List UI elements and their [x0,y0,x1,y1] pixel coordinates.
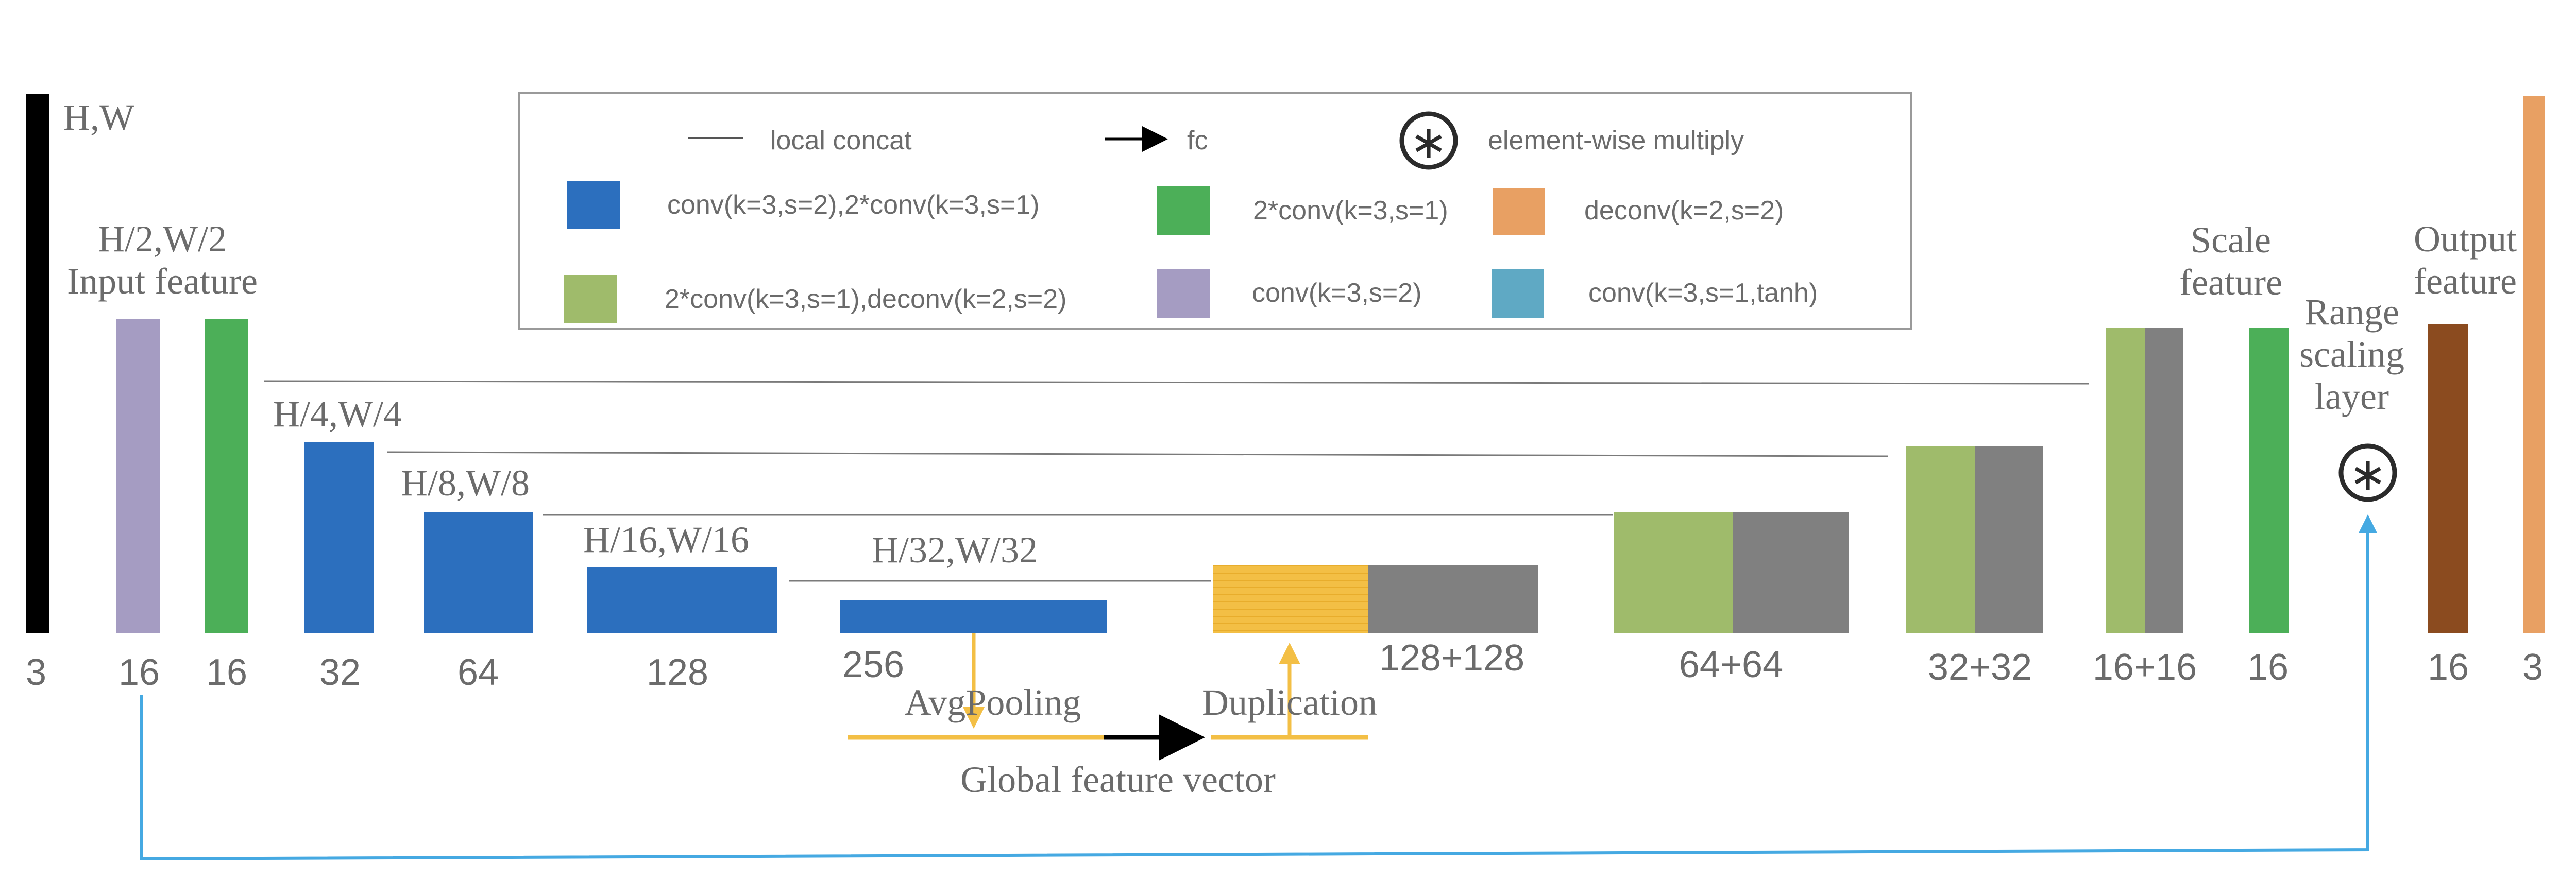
blue-bar-32 [304,442,374,633]
legend-swatch-teal [1492,269,1544,318]
legend-swatch-blue [567,181,620,229]
legend-local-concat: local concat [770,126,912,156]
brown-bar-16 [2428,324,2468,633]
legend-multiply: element-wise multiply [1488,126,1744,156]
legend-lightgreen: 2*conv(k=3,s=1),deconv(k=2,s=2) [665,284,1066,314]
legend-fc: fc [1187,126,1208,156]
concat-lines [263,380,2090,582]
channel-label: 3 [2522,647,2543,688]
label-h8w8: H/8,W/8 [401,462,530,504]
label-duplication: Duplication [1202,682,1377,723]
section-labels: H,W H/2,W/2 Input feature H/4,W/4 H/8,W/… [63,97,2517,800]
label-output-feature-1: Output [2414,218,2517,260]
input-image-bar [26,94,49,633]
label-range-2: scaling [2299,334,2404,375]
purple-bar-16 [116,319,160,633]
multiply-icon [1399,111,1458,170]
channel-label: 16 [118,652,160,693]
lightgreen-bar-16 [2106,328,2145,633]
concat-line-h2 [263,380,2090,385]
yellow-bar-128 [1213,565,1368,633]
range-scaling-multiply-glyph: ∗ [2349,447,2387,501]
label-h4w4: H/4,W/4 [273,393,402,435]
label-avgpooling: AvgPooling [905,682,1081,723]
orange-bar-3 [2523,96,2545,633]
blue-bar-128 [587,567,777,633]
legend-blue: conv(k=3,s=2),2*conv(k=3,s=1) [667,190,1040,220]
channel-label: 3 [26,652,46,693]
lightgreen-bar-32 [1906,446,1975,633]
label-hw: H,W [63,97,134,138]
channel-label: 32+32 [1928,647,2032,688]
channel-label: 16 [206,652,247,693]
label-h32w32: H/32,W/32 [872,529,1038,571]
channel-label: 64+64 [1679,644,1783,685]
label-range-1: Range [2304,291,2399,333]
legend-orange: deconv(k=2,s=2) [1584,196,1784,226]
range-scaling-multiply-icon [2338,443,2397,502]
concat-line-h4 [387,451,1889,457]
blue-bar-64 [424,512,533,633]
gray-bar-16 [2145,328,2183,633]
label-scale-feature-1: Scale [2191,219,2271,261]
legend: local concat fc ∗ element-wise multiply … [518,92,1912,330]
global-feature-path [848,633,1368,761]
legend-box [518,92,1912,330]
green-bar-16 [205,319,248,633]
label-scale-feature-2: feature [2179,262,2282,303]
legend-purple: conv(k=3,s=2) [1252,278,1422,308]
legend-teal: conv(k=3,s=1,tanh) [1588,278,1818,308]
multiply-icon-glyph: ∗ [1410,115,1448,168]
label-output-feature-2: feature [2414,261,2517,302]
gray-bar-64 [1733,512,1849,633]
legend-swatch-lightgreen [564,275,617,323]
channel-labels: 3 16 16 32 64 128 256 128+128 64+64 32+3… [26,637,2543,693]
blue-bar-256 [840,600,1107,633]
gray-bar-32 [1975,446,2043,633]
legend-swatch-purple [1157,269,1210,318]
channel-label: 32 [319,652,361,693]
decoder [1213,96,2545,633]
legend-green: 2*conv(k=3,s=1) [1253,196,1448,226]
legend-swatch-green [1157,186,1210,235]
channel-label: 16+16 [2093,647,2197,688]
channel-label: 128 [647,652,708,693]
channel-label: 16 [2428,647,2469,688]
channel-label: 256 [842,644,904,685]
green-bar-out-16 [2249,328,2289,633]
label-global-vector: Global feature vector [960,759,1276,800]
label-range-3: layer [2315,376,2389,417]
label-h2w2: H/2,W/2 [98,218,227,260]
label-input-feature: Input feature [67,261,258,302]
channel-label: 128+128 [1379,637,1524,679]
gray-bar-128 [1368,565,1538,633]
lightgreen-bar-64 [1614,512,1733,633]
legend-swatch-orange [1493,188,1545,235]
channel-label: 64 [457,652,499,693]
input-skip-arrow [140,514,2377,861]
channel-label: 16 [2247,647,2289,688]
encoder [26,94,1107,633]
label-h16w16: H/16,W/16 [583,519,749,560]
